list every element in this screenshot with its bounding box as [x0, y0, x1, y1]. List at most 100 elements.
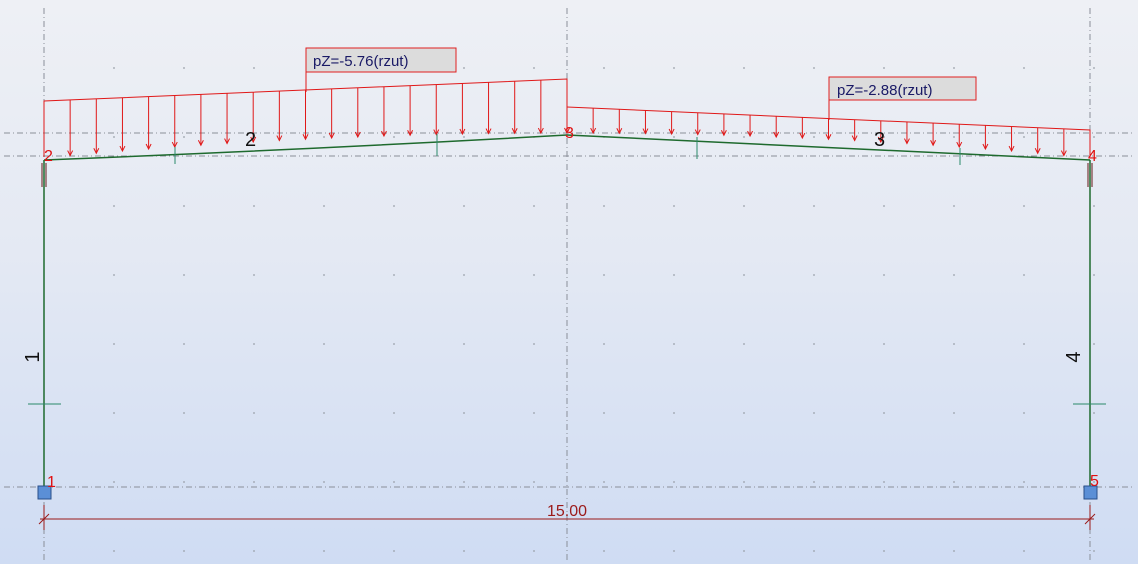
grid-dot: [673, 481, 675, 483]
load-arrow-head: [747, 130, 753, 138]
frame-members[interactable]: [43, 134, 1091, 489]
load-label-1-box: [305, 47, 457, 73]
grid-dot: [953, 481, 955, 483]
load-label-2[interactable]: pZ=-2.88(rzut): [828, 76, 977, 120]
grid-dot: [113, 205, 115, 207]
grid-dot: [463, 205, 465, 207]
grid-dot: [673, 205, 675, 207]
load-arrow-head: [302, 134, 309, 141]
load-arrow-head: [433, 129, 440, 136]
grid-dot: [393, 274, 395, 276]
member-3-line[interactable]: [566, 134, 1091, 161]
grid-dot: [253, 412, 255, 414]
grid-dot: [673, 412, 675, 414]
grid-dot: [253, 550, 255, 552]
load-arrow-head: [877, 136, 884, 144]
load-arrow-head: [720, 130, 727, 137]
grid-dot: [463, 136, 465, 138]
grid-dot: [463, 412, 465, 414]
grid-dot: [813, 343, 815, 345]
grid-dot: [533, 412, 535, 414]
grid-dot: [813, 205, 815, 207]
grid-dot: [813, 412, 815, 414]
load-arrow-head: [328, 132, 335, 140]
load-arrow-head: [616, 128, 623, 135]
load-arrow-head: [1060, 150, 1067, 157]
load-arrow-head: [668, 128, 675, 136]
grid-dot: [883, 550, 885, 552]
grid-dot: [1093, 343, 1095, 345]
dimension-value: 15.00: [547, 503, 587, 520]
node-label-3: 3: [565, 125, 574, 142]
grid-dot: [743, 205, 745, 207]
grid-dot: [463, 481, 465, 483]
load-arrow-head: [224, 138, 230, 145]
grid-dot: [113, 136, 115, 138]
node-label-1: 1: [47, 474, 56, 491]
grid-dot: [883, 412, 885, 414]
grid-dot: [113, 67, 115, 69]
load-arrow-head: [381, 130, 387, 138]
grid-dot: [743, 481, 745, 483]
load-arrow-head: [930, 140, 937, 147]
load-arrow-head: [956, 141, 963, 149]
grid-dot: [533, 205, 535, 207]
load-arrow-head: [590, 127, 597, 135]
load-arrow-head: [485, 128, 492, 135]
grid-dot: [533, 550, 535, 552]
grid-dot: [183, 550, 185, 552]
grid-dot: [393, 343, 395, 345]
grid-dot: [463, 343, 465, 345]
grid-dot: [183, 136, 185, 138]
member-2-line[interactable]: [43, 134, 568, 161]
grid-dot: [1023, 274, 1025, 276]
grid-dot: [953, 205, 955, 207]
load-arrow-head: [93, 148, 100, 155]
grid-dot: [743, 412, 745, 414]
grid-dot: [1023, 67, 1025, 69]
grid-dot: [1093, 136, 1095, 138]
member-label-3: 3: [874, 129, 885, 151]
member-label-4: 4: [1063, 351, 1085, 362]
load-arrow-head: [825, 134, 832, 141]
grid-dots: [113, 67, 1095, 552]
node-label-2: 2: [44, 148, 53, 165]
member-label-2: 2: [245, 129, 256, 151]
load-arrow-head: [197, 140, 204, 147]
load-arrow-head: [1008, 145, 1015, 153]
grid-dot: [463, 274, 465, 276]
grid-dot: [253, 274, 255, 276]
load-arrow-head: [250, 136, 257, 144]
grid-dot: [183, 481, 185, 483]
grid-dot: [1093, 412, 1095, 414]
grid-dot: [1093, 205, 1095, 207]
dimension-tick-left: [38, 513, 50, 525]
grid-dot: [603, 550, 605, 552]
support-node-1[interactable]: [37, 485, 52, 500]
member-label-1: 1: [22, 351, 44, 362]
load-outline-right: [566, 106, 1091, 157]
grid-dot: [253, 343, 255, 345]
grid-dot: [883, 343, 885, 345]
load-arrow-head: [982, 143, 989, 151]
grid-dot: [463, 67, 465, 69]
grid-dot: [953, 67, 955, 69]
grid-dot: [603, 412, 605, 414]
load-arrow-head: [799, 132, 806, 140]
support-node-5[interactable]: [1083, 485, 1098, 500]
grid-dot: [813, 550, 815, 552]
load-arrow-head: [511, 128, 518, 135]
load-arrow-head: [354, 131, 361, 139]
load-arrow-head: [67, 150, 74, 157]
grid-dot: [533, 343, 535, 345]
grid-dot: [113, 274, 115, 276]
load-label-1[interactable]: pZ=-5.76(rzut): [305, 47, 457, 92]
load-arrow-head: [851, 135, 858, 142]
grid-dot: [883, 67, 885, 69]
grid-dot: [1093, 67, 1095, 69]
grid-dot: [393, 412, 395, 414]
grid-dot: [953, 550, 955, 552]
grid-dot: [673, 343, 675, 345]
